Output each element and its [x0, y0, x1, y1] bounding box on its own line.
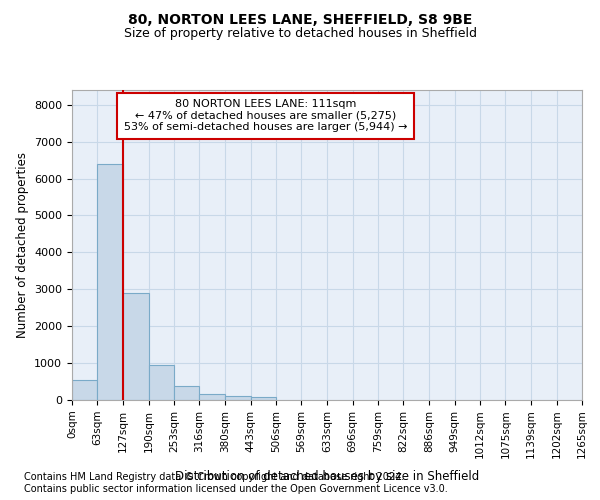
X-axis label: Distribution of detached houses by size in Sheffield: Distribution of detached houses by size …	[175, 470, 479, 482]
Text: Size of property relative to detached houses in Sheffield: Size of property relative to detached ho…	[124, 28, 476, 40]
Bar	[149, 365, 174, 400]
Bar	[174, 386, 199, 400]
Bar	[251, 397, 276, 400]
Bar	[123, 293, 149, 400]
Bar	[97, 164, 123, 400]
Text: Contains public sector information licensed under the Open Government Licence v3: Contains public sector information licen…	[24, 484, 448, 494]
Bar	[225, 396, 251, 400]
Text: 80 NORTON LEES LANE: 111sqm
← 47% of detached houses are smaller (5,275)
53% of : 80 NORTON LEES LANE: 111sqm ← 47% of det…	[124, 100, 407, 132]
Text: 80, NORTON LEES LANE, SHEFFIELD, S8 9BE: 80, NORTON LEES LANE, SHEFFIELD, S8 9BE	[128, 12, 472, 26]
Y-axis label: Number of detached properties: Number of detached properties	[16, 152, 29, 338]
Text: Contains HM Land Registry data © Crown copyright and database right 2024.: Contains HM Land Registry data © Crown c…	[24, 472, 404, 482]
Bar	[199, 394, 225, 400]
Bar	[72, 380, 97, 400]
